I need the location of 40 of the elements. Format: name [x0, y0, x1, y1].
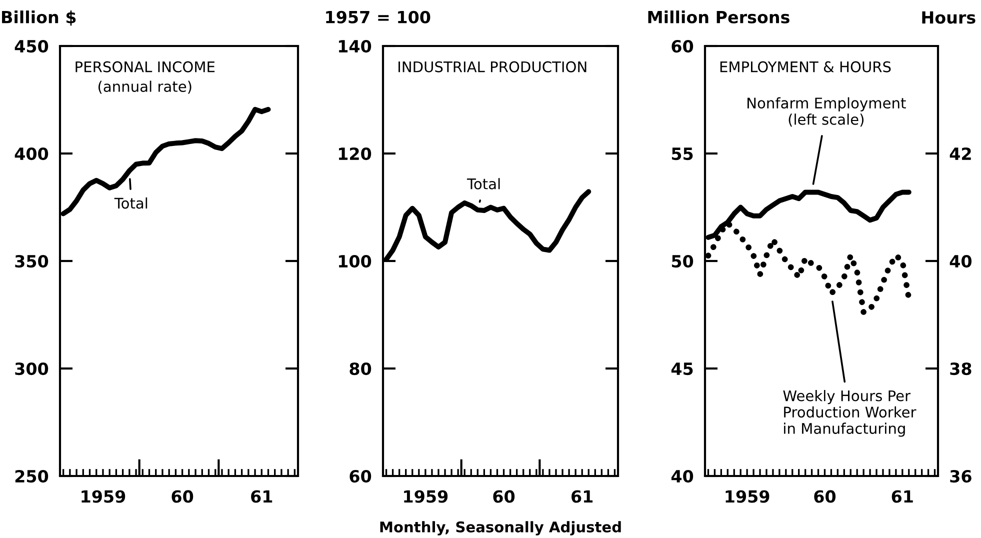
- x-tick-label: 61: [572, 490, 593, 503]
- y-tick-label: 100: [338, 254, 372, 268]
- text: Monthly, Seasonally Adjusted: [380, 521, 621, 536]
- y-axis-title: Million Persons: [648, 10, 790, 24]
- y-axis-title: 1957 = 100: [326, 10, 430, 24]
- series-label: Total: [466, 178, 500, 190]
- y2-tick-label: 40: [950, 254, 972, 268]
- text: Nonfarm Employment (left scale): [748, 97, 906, 127]
- y2-tick-label: 42: [950, 147, 971, 160]
- x-tick-label: 60: [493, 490, 515, 503]
- x-tick-label: 1959: [82, 490, 126, 503]
- y-tick-label: 40: [671, 470, 694, 483]
- y-tick-label: 45: [671, 362, 693, 376]
- legend-label: Total: [114, 197, 148, 209]
- y2-axis-title: Hours: [922, 11, 976, 24]
- y-tick-label: 140: [338, 40, 372, 53]
- y2-tick-label: 36: [950, 470, 972, 483]
- y-axis-title: Billion $: [2, 10, 76, 26]
- text: PERSONAL INCOME (annual rate): [76, 61, 215, 94]
- y-tick-label: 300: [15, 362, 48, 376]
- x-tick-label: 61: [892, 490, 913, 503]
- text: Weekly Hours Per Production Worker in Manufacturing: [783, 390, 916, 437]
- y-tick-label: 60: [350, 470, 372, 483]
- text: INDUSTRIAL PRODUCTION: [398, 61, 586, 72]
- y-tick-label: 50: [672, 254, 694, 268]
- y2-tick-label: 38: [950, 362, 972, 376]
- y-tick-label: 450: [14, 40, 48, 53]
- y-tick-label: 400: [14, 147, 48, 160]
- x-tick-label: 1959: [726, 490, 770, 503]
- y-tick-label: 120: [338, 147, 372, 160]
- x-tick-label: 60: [814, 490, 836, 503]
- x-tick-label: 60: [172, 490, 194, 503]
- y-tick-label: 55: [672, 148, 693, 160]
- x-tick-label: 1959: [404, 490, 448, 503]
- y-tick-label: 80: [350, 362, 372, 376]
- text: EMPLOYMENT & HOURS: [720, 61, 891, 72]
- y-tick-label: 250: [15, 470, 48, 483]
- y-tick-label: 350: [15, 254, 48, 268]
- y-tick-label: 60: [672, 40, 694, 53]
- x-tick-label: 61: [251, 490, 272, 503]
